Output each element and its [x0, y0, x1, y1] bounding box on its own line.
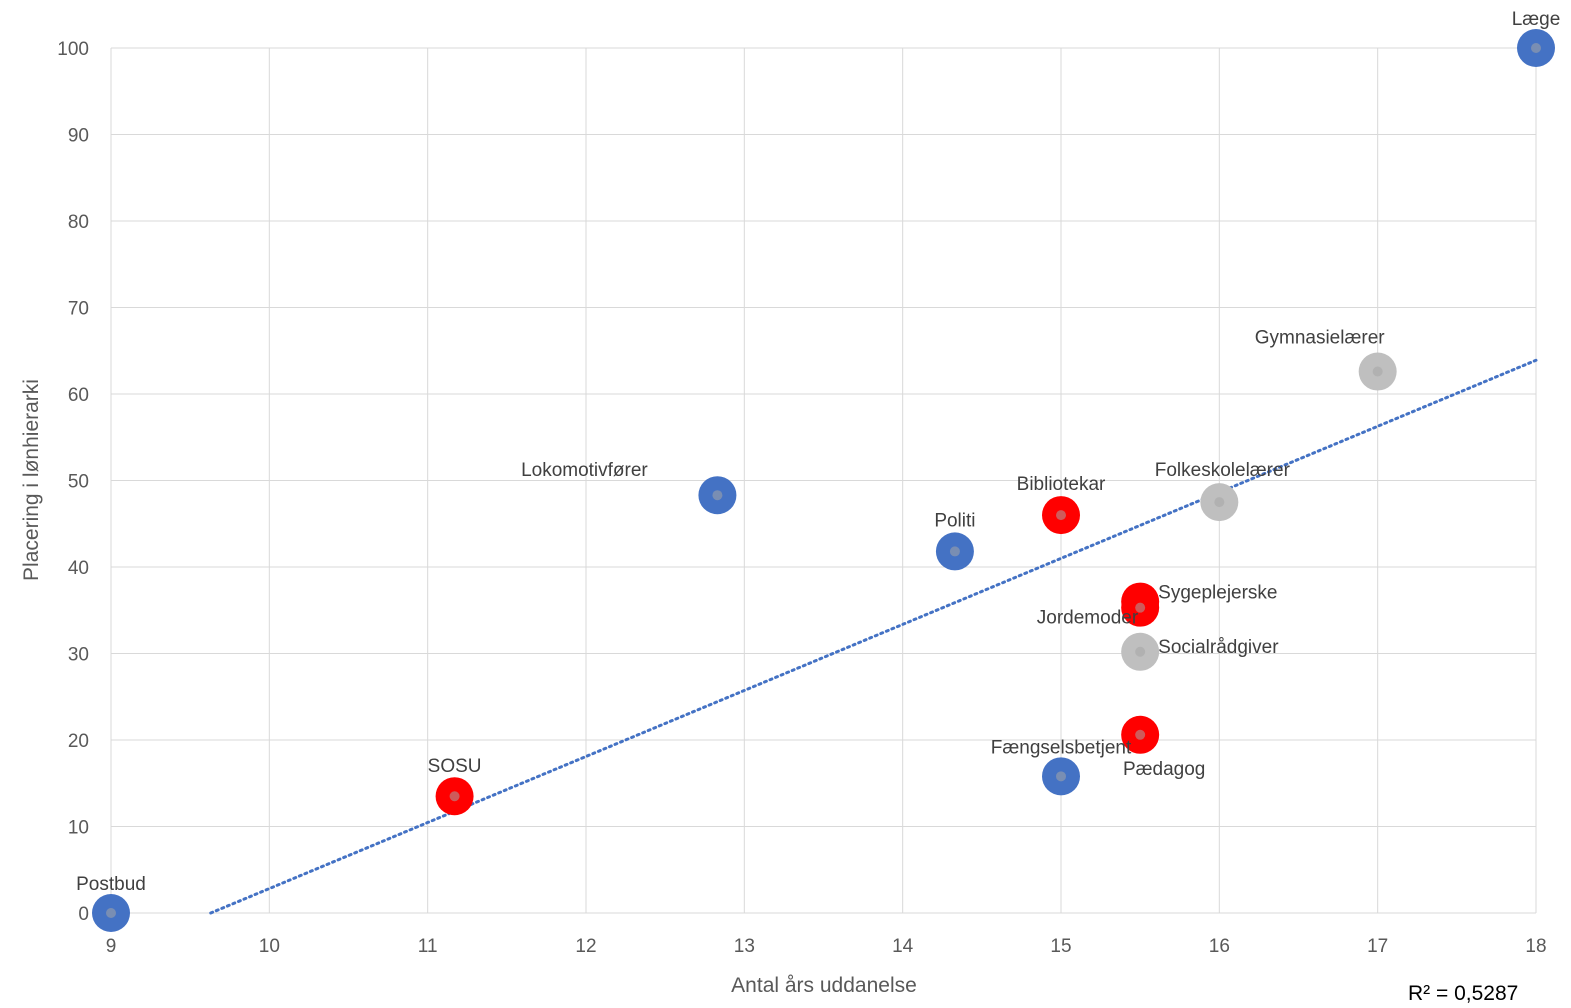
- x-tick-label: 17: [1367, 936, 1388, 957]
- y-tick-label: 90: [68, 126, 89, 147]
- data-point-marker: [1135, 729, 1146, 740]
- trendline: [209, 358, 1538, 915]
- y-tick-label: 10: [68, 818, 89, 839]
- y-tick-label: 40: [68, 558, 89, 579]
- y-axis-ticks: 0 10 20 30 40 50 60 70 80 90 100: [57, 39, 89, 925]
- data-label-folkeskolel-rer: Folkeskolelærer: [1155, 460, 1291, 481]
- data-point-marker: [1056, 771, 1066, 782]
- data-point-marker: [949, 546, 960, 557]
- data-label-jordemoder: Jordemoder: [1037, 608, 1139, 629]
- data-point-marker: [1056, 510, 1066, 521]
- gridlines: [110, 47, 1537, 914]
- data-label-bibliotekar: Bibliotekar: [1017, 474, 1106, 495]
- data-point-marker: [1135, 602, 1146, 613]
- data-label-politi: Politi: [934, 510, 975, 531]
- y-tick-label: 0: [78, 904, 89, 925]
- x-axis-ticks: 9 10 11 12 13 14 15 16 17 18: [106, 936, 1547, 957]
- y-tick-label: 20: [68, 731, 89, 752]
- data-point-marker: [1372, 366, 1383, 377]
- data-label-sygeplejerske: Sygeplejerske: [1158, 583, 1277, 604]
- y-tick-label: 80: [68, 212, 89, 233]
- x-tick-label: 13: [734, 936, 755, 957]
- x-tick-label: 15: [1050, 936, 1071, 957]
- data-point-marker: [712, 490, 723, 501]
- data-label-gymnasiel-rer: Gymnasielærer: [1255, 328, 1386, 349]
- data-point-marker: [1214, 497, 1225, 508]
- x-tick-label: 9: [106, 936, 117, 957]
- x-axis-title: Antal års uddanelse: [731, 974, 917, 997]
- x-tick-label: 16: [1209, 936, 1230, 957]
- y-axis-title: Placering i lønhierarki: [20, 379, 43, 581]
- data-points: [92, 29, 1555, 932]
- data-point-marker: [449, 791, 460, 802]
- data-label-lokomotivf-rer: Lokomotivfører: [521, 460, 648, 481]
- y-tick-label: 50: [68, 472, 89, 493]
- data-label-p-dagog: Pædagog: [1123, 759, 1205, 780]
- r-squared-label: R² = 0,5287: [1408, 982, 1518, 1005]
- x-tick-label: 18: [1525, 936, 1546, 957]
- y-tick-label: 60: [68, 385, 89, 406]
- x-tick-label: 10: [259, 936, 280, 957]
- data-point-marker: [1531, 43, 1541, 53]
- data-point-marker: [106, 908, 116, 918]
- x-tick-label: 12: [575, 936, 596, 957]
- y-tick-label: 30: [68, 645, 89, 666]
- data-label-f-ngselsbetjent: Fængselsbetjent: [991, 737, 1132, 758]
- y-tick-label: 70: [68, 299, 89, 320]
- data-point-marker: [1135, 646, 1146, 657]
- data-labels: Postbud SOSU Lokomotivfører Politi Bibliotek…: [76, 9, 1560, 895]
- data-label-sosu: SOSU: [428, 756, 482, 777]
- data-label-socialr-dgiver: Socialrådgiver: [1158, 637, 1279, 658]
- y-tick-label: 100: [57, 39, 89, 60]
- data-label-postbud: Postbud: [76, 874, 146, 895]
- x-tick-label: 11: [418, 936, 438, 957]
- data-label-l-ge: Læge: [1512, 9, 1561, 30]
- x-tick-label: 14: [892, 936, 914, 957]
